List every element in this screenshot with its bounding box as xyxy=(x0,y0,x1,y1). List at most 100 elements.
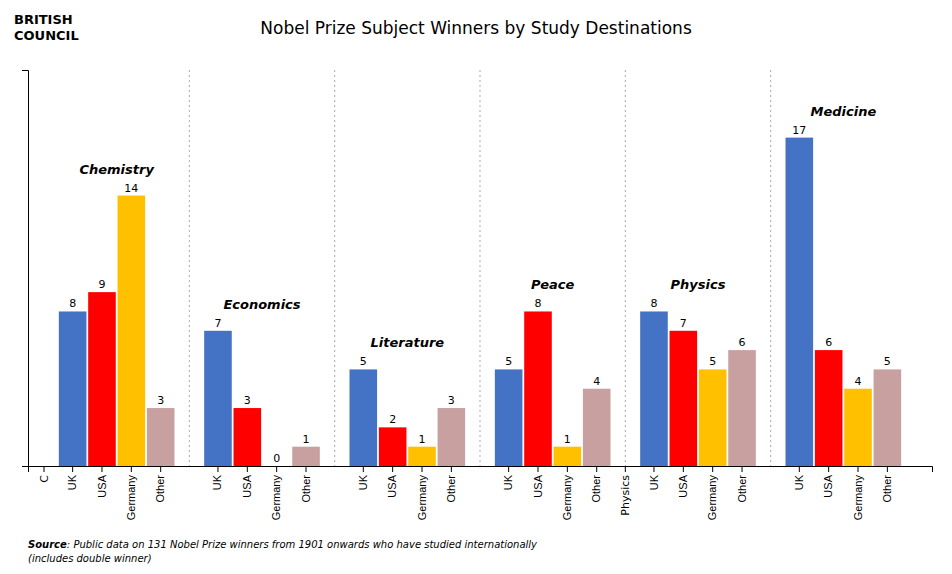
x-tick-label: USA xyxy=(95,474,107,497)
x-tick-mark xyxy=(392,466,393,472)
data-label: 7 xyxy=(214,317,221,330)
data-label: 2 xyxy=(389,413,396,426)
x-tick-label: USA xyxy=(241,474,253,497)
bar xyxy=(88,292,116,466)
y-axis-line xyxy=(22,71,29,467)
data-label: 3 xyxy=(244,394,251,407)
x-tick-mark xyxy=(858,466,859,472)
x-extra-tick-label: Physics xyxy=(619,475,632,516)
bar xyxy=(844,389,872,466)
data-label: 8 xyxy=(69,297,76,310)
x-tick-mark xyxy=(683,466,684,472)
data-label: 8 xyxy=(534,297,541,310)
group-separator xyxy=(189,70,190,466)
bars xyxy=(59,138,901,466)
x-group-axis: UKUSAGermanyOther xyxy=(357,466,457,520)
category-label: Literature xyxy=(371,335,445,350)
bar xyxy=(583,389,611,466)
x-tick: USA xyxy=(95,466,107,498)
bar xyxy=(874,369,902,466)
data-label: 5 xyxy=(505,355,512,368)
source-bold: Source xyxy=(28,539,67,550)
x-tick: UK xyxy=(647,466,659,490)
category-label: Economics xyxy=(223,297,300,312)
x-tick-mark xyxy=(217,466,218,472)
x-tick-mark xyxy=(596,466,597,472)
bar xyxy=(263,466,291,467)
x-tick-mark xyxy=(451,466,452,472)
x-tick-label: Other xyxy=(881,475,893,503)
x-group-axis: UKUSAGermanyOther xyxy=(647,466,747,520)
bar xyxy=(815,350,843,466)
x-tick-label: Germany xyxy=(416,475,428,521)
x-tick-label: UK xyxy=(647,474,659,490)
data-label: 0 xyxy=(273,452,280,465)
x-tick-mark xyxy=(422,466,423,472)
bar xyxy=(438,408,466,466)
bar xyxy=(59,311,87,466)
x-tick: USA xyxy=(822,466,834,498)
x-tick-mark xyxy=(131,466,132,472)
category-label: Chemistry xyxy=(79,162,154,177)
x-tick: Germany xyxy=(852,466,864,520)
plot: 89143730152135814875617645ChemistryEcono… xyxy=(22,70,933,520)
bar xyxy=(786,138,814,466)
bar xyxy=(147,408,175,466)
x-extra-tick-label: C xyxy=(38,475,51,483)
x-tick: Other xyxy=(590,466,602,503)
bar xyxy=(640,311,668,466)
x-extra-tick-mark xyxy=(625,466,626,472)
x-tick-mark xyxy=(276,466,277,472)
x-tick: UK xyxy=(66,466,78,490)
x-group-axis: UKUSAGermanyOther xyxy=(66,466,166,520)
source-text: : Public data on 131 Nobel Prize winners… xyxy=(67,539,538,550)
x-tick-mark xyxy=(567,466,568,472)
y-axis xyxy=(22,71,29,467)
x-tick: UK xyxy=(502,466,514,490)
data-label: 6 xyxy=(739,336,746,349)
x-group-axis: UKUSAGermanyOther xyxy=(502,466,602,520)
chart-svg: Nobel Prize Subject Winners by Study Des… xyxy=(0,0,952,574)
data-label: 17 xyxy=(792,124,806,137)
x-tick-label: Other xyxy=(445,475,457,503)
chart-container: Nobel Prize Subject Winners by Study Des… xyxy=(0,0,952,574)
bar xyxy=(350,369,378,466)
x-tick-mark xyxy=(306,466,307,472)
x-tick-label: USA xyxy=(822,474,834,497)
x-tick-mark xyxy=(160,466,161,472)
bar xyxy=(118,196,146,466)
x-tick-mark xyxy=(247,466,248,472)
data-label: 5 xyxy=(884,355,891,368)
category-label: Physics xyxy=(671,277,726,292)
data-label: 5 xyxy=(709,355,716,368)
x-tick-mark xyxy=(742,466,743,472)
x-tick-label: UK xyxy=(66,474,78,490)
group-separator xyxy=(480,70,481,466)
data-labels: 89143730152135814875617645 xyxy=(69,124,891,465)
x-tick-mark xyxy=(799,466,800,472)
x-tick: Germany xyxy=(416,466,428,520)
bar xyxy=(234,408,262,466)
x-tick-label: Other xyxy=(590,475,602,503)
source: Source: Public data on 131 Nobel Prize w… xyxy=(28,539,538,550)
data-label: 1 xyxy=(303,433,310,446)
data-label: 14 xyxy=(124,182,138,195)
x-tick-label: UK xyxy=(357,474,369,490)
x-tick-label: USA xyxy=(677,474,689,497)
data-label: 4 xyxy=(855,375,862,388)
x-tick-mark xyxy=(101,466,102,472)
x-tick-label: Germany xyxy=(270,475,282,521)
group-separator xyxy=(625,70,626,466)
bar xyxy=(670,331,698,466)
x-tick-mark xyxy=(363,466,364,472)
x-tick: Other xyxy=(881,466,893,503)
data-label: 1 xyxy=(419,433,426,446)
bar xyxy=(408,447,436,466)
x-tick-mark xyxy=(887,466,888,472)
x-tick: Other xyxy=(300,466,312,503)
x-axis-line xyxy=(29,467,933,473)
x-tick-mark xyxy=(508,466,509,472)
data-label: 3 xyxy=(448,394,455,407)
x-tick-mark xyxy=(72,466,73,472)
x-group-axis: UKUSAGermanyOther xyxy=(211,466,311,520)
